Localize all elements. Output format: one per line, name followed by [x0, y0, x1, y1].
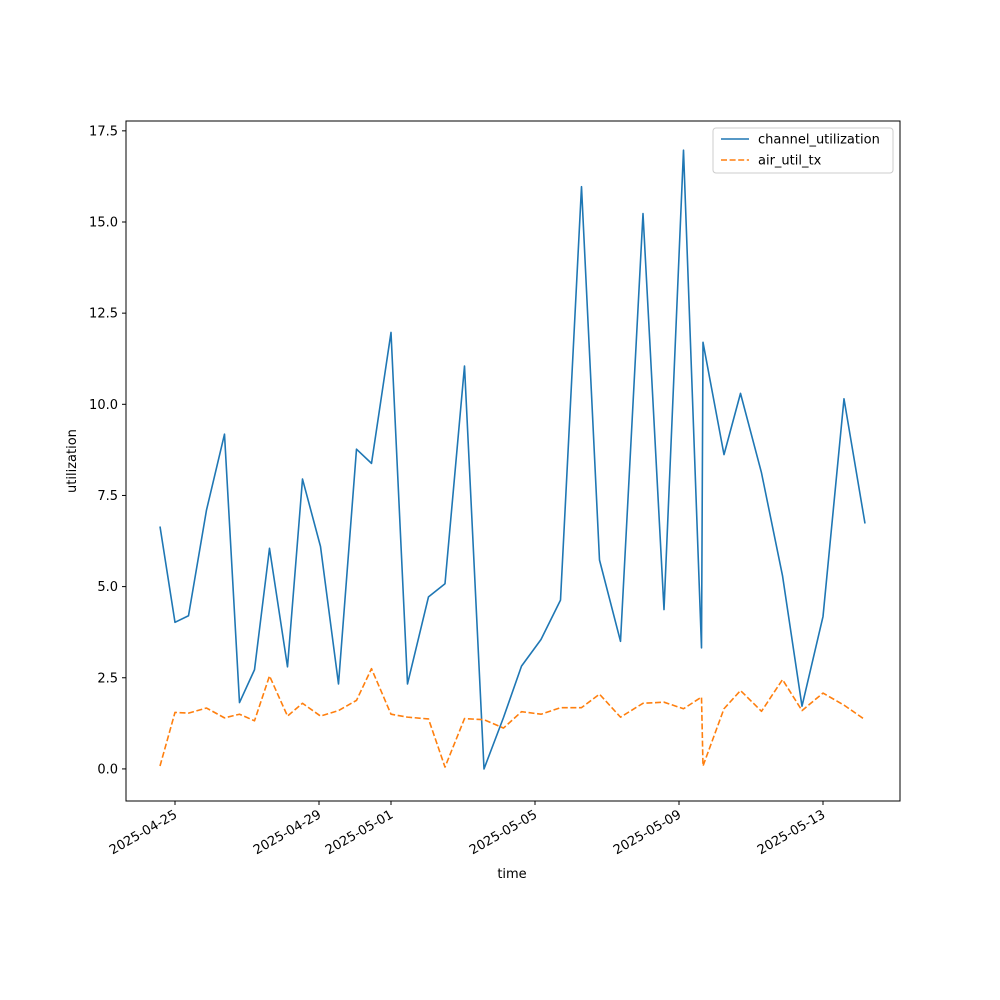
y-tick-label: 0.0 [97, 762, 118, 777]
y-tick-label: 5.0 [97, 580, 118, 595]
legend-box [712, 127, 894, 174]
y-tick-label: 2.5 [97, 671, 118, 686]
y-tick-label: 10.0 [89, 398, 118, 413]
legend-label: air_util_tx [758, 154, 822, 169]
x-axis-label: time [497, 867, 526, 882]
y-tick-label: 15.0 [89, 215, 118, 230]
y-tick-label: 17.5 [89, 124, 118, 139]
legend-label: channel_utilization [758, 133, 880, 148]
plot-frame [125, 120, 901, 802]
y-tick-label: 12.5 [89, 307, 118, 322]
series-line [159, 149, 866, 770]
y-axis-label: utilization [65, 429, 80, 493]
y-tick-label: 7.5 [97, 489, 118, 504]
series-line [159, 667, 866, 768]
